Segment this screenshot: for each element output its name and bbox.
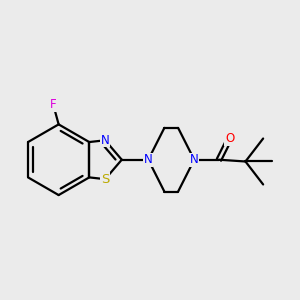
Text: N: N xyxy=(101,134,110,147)
Text: N: N xyxy=(190,153,199,166)
Text: N: N xyxy=(144,153,153,166)
Text: O: O xyxy=(225,132,234,145)
Text: S: S xyxy=(101,173,109,186)
Text: F: F xyxy=(50,98,57,111)
